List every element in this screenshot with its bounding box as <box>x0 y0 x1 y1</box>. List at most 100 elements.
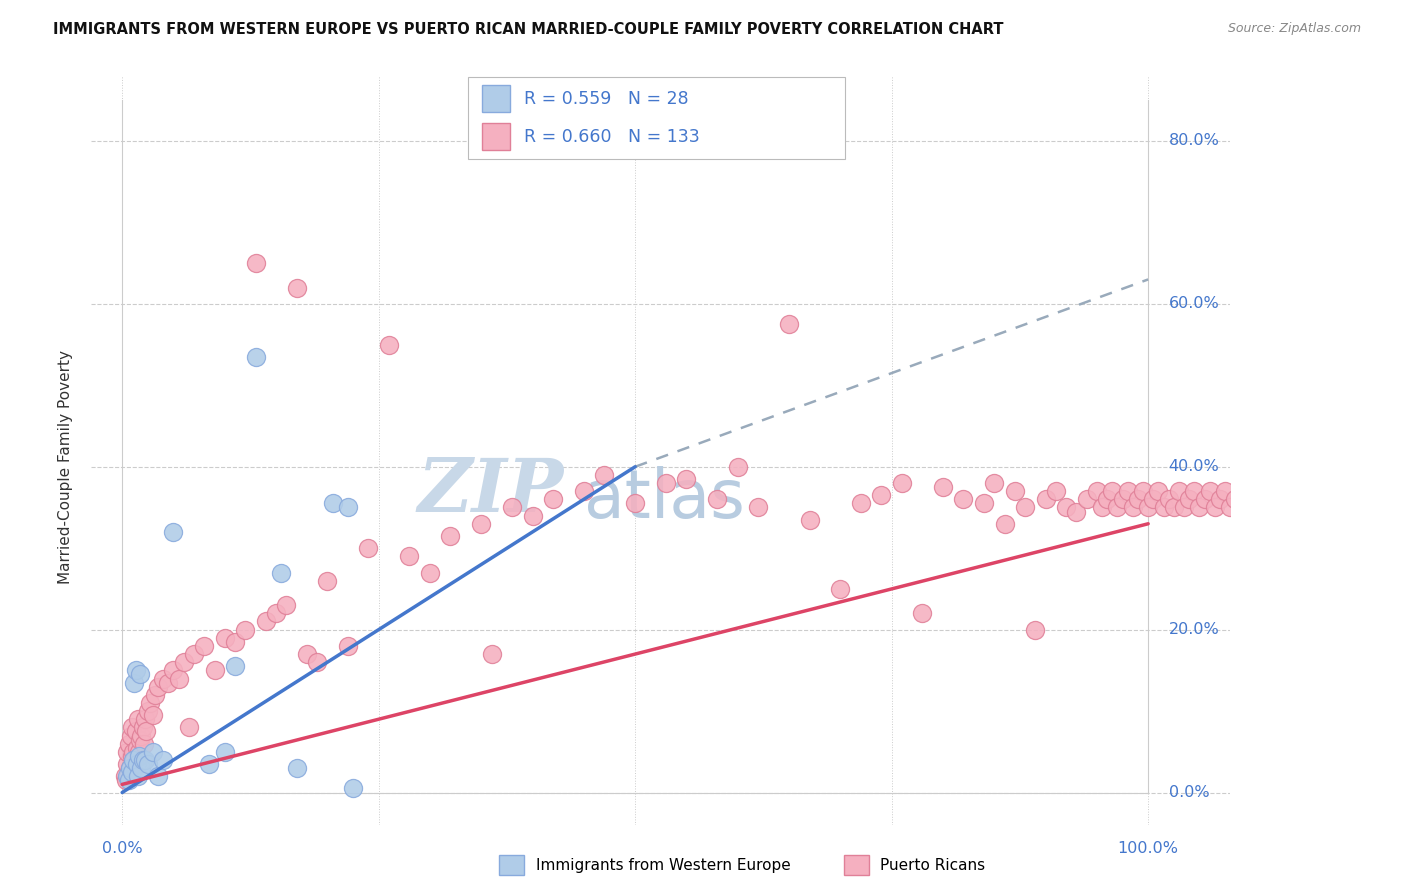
Point <box>1256 492 1278 507</box>
Point <box>1035 492 1057 507</box>
Point <box>870 488 893 502</box>
Point <box>481 647 503 661</box>
Point <box>1301 492 1323 507</box>
Point <box>572 484 595 499</box>
Point <box>1173 500 1195 515</box>
Text: Source: ZipAtlas.com: Source: ZipAtlas.com <box>1227 22 1361 36</box>
Point <box>125 740 148 755</box>
Text: ZIP: ZIP <box>418 455 564 527</box>
Text: IMMIGRANTS FROM WESTERN EUROPE VS PUERTO RICAN MARRIED-COUPLE FAMILY POVERTY COR: IMMIGRANTS FROM WESTERN EUROPE VS PUERTO… <box>53 22 1004 37</box>
Point <box>121 765 143 780</box>
Point <box>1178 492 1201 507</box>
Point <box>1126 492 1149 507</box>
Point <box>501 500 523 515</box>
Point <box>706 492 728 507</box>
Point <box>136 757 159 772</box>
Point <box>1101 484 1123 499</box>
Point <box>1275 484 1298 499</box>
Point <box>1312 500 1334 515</box>
Point <box>470 516 492 531</box>
Point <box>1285 492 1308 507</box>
Point <box>1116 484 1139 499</box>
Point <box>162 524 184 539</box>
Point <box>307 655 329 669</box>
Point <box>1168 484 1191 499</box>
Point <box>522 508 544 523</box>
Point <box>193 639 215 653</box>
Point <box>1240 492 1263 507</box>
Point <box>1157 492 1180 507</box>
Point <box>198 757 221 772</box>
Point <box>276 598 298 612</box>
Point <box>1153 500 1175 515</box>
Point <box>1244 484 1267 499</box>
Text: atlas: atlas <box>583 467 745 533</box>
Point <box>1014 500 1036 515</box>
Point <box>142 708 165 723</box>
Point <box>124 675 146 690</box>
Point <box>1091 500 1114 515</box>
Point <box>1095 492 1118 507</box>
Point <box>1229 484 1251 499</box>
Point <box>1198 484 1220 499</box>
Point <box>727 459 749 474</box>
Point <box>1137 500 1160 515</box>
Point <box>117 769 139 783</box>
Point <box>316 574 339 588</box>
Point <box>214 631 236 645</box>
Point <box>541 492 564 507</box>
Text: 60.0%: 60.0% <box>1168 296 1219 311</box>
Point <box>117 769 139 783</box>
Point <box>245 350 267 364</box>
Point <box>128 748 150 763</box>
Point <box>143 688 166 702</box>
Point <box>357 541 380 556</box>
Text: Immigrants from Western Europe: Immigrants from Western Europe <box>536 858 790 872</box>
Point <box>1188 500 1211 515</box>
Text: Married-Couple Family Poverty: Married-Couple Family Poverty <box>58 350 73 583</box>
Text: R = 0.660   N = 133: R = 0.660 N = 133 <box>524 128 700 145</box>
Point <box>1054 500 1077 515</box>
Point <box>152 672 174 686</box>
Point <box>128 745 150 759</box>
Point <box>124 753 146 767</box>
Point <box>890 476 912 491</box>
Point <box>1209 492 1232 507</box>
Point <box>321 496 343 510</box>
Point <box>183 647 205 661</box>
Point <box>1132 484 1154 499</box>
Point <box>152 753 174 767</box>
Point <box>1107 500 1129 515</box>
Point <box>336 500 359 515</box>
Point <box>1163 500 1185 515</box>
Point <box>439 529 461 543</box>
Point <box>993 516 1015 531</box>
Point <box>1024 623 1046 637</box>
Point <box>114 769 136 783</box>
Point <box>1265 500 1288 515</box>
Point <box>127 769 149 783</box>
Point <box>778 317 800 331</box>
Point <box>254 615 277 629</box>
Point <box>1296 500 1319 515</box>
Point <box>285 280 308 294</box>
Point <box>128 667 150 681</box>
Point <box>134 753 156 767</box>
Point <box>142 745 165 759</box>
Point <box>285 761 308 775</box>
Point <box>122 753 145 767</box>
Text: 100.0%: 100.0% <box>1118 841 1178 856</box>
Point <box>129 729 152 743</box>
Point <box>124 724 146 739</box>
Point <box>983 476 1005 491</box>
Point <box>264 607 287 621</box>
Point <box>124 664 146 678</box>
Point <box>1204 500 1226 515</box>
Point <box>118 737 141 751</box>
Point <box>747 500 769 515</box>
Point <box>120 729 142 743</box>
Point <box>336 639 359 653</box>
Point <box>1281 500 1303 515</box>
Point <box>342 781 364 796</box>
Point <box>118 773 141 788</box>
